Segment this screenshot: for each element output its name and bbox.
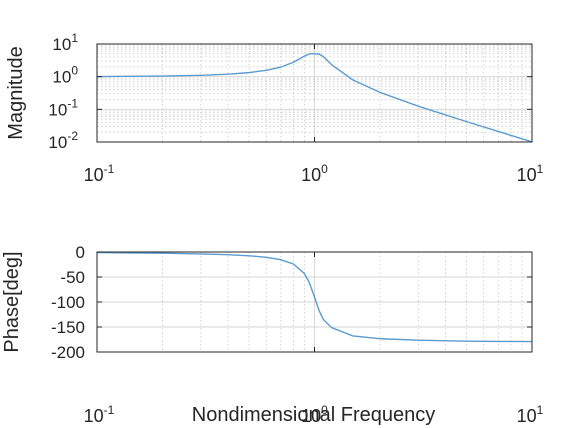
x-tick-label: 100 <box>301 162 328 185</box>
y-axis-label: Phase[deg] <box>1 251 23 352</box>
y-tick-label: 10-1 <box>48 96 78 119</box>
y-tick-label: 10-2 <box>48 129 78 152</box>
x-tick-label: 10-1 <box>84 403 115 426</box>
y-tick-label: -100 <box>51 293 85 312</box>
x-tick-label: 101 <box>517 162 544 185</box>
magnitude-curve <box>96 53 533 143</box>
x-tick-label: 101 <box>517 403 544 426</box>
y-axis-label: Magnitude <box>5 46 27 139</box>
magnitude-panel: 10-1 100 101 10-2 10-1 100 101 Magnitude <box>5 31 544 185</box>
phase-curve <box>96 251 533 343</box>
y-tick-label: 100 <box>52 64 78 87</box>
y-tick-label: -50 <box>60 268 85 287</box>
phase-panel: 10-1 100 101 0 -50 -100 -150 -200 Phase[deg] Nond… <box>1 243 544 426</box>
y-tick-label: 0 <box>76 243 85 262</box>
y-tick-label: 101 <box>52 31 78 54</box>
y-tick-label: -200 <box>51 343 85 362</box>
x-tick-label: 10-1 <box>84 162 115 185</box>
y-tick-label: -150 <box>51 318 85 337</box>
x-tick-label: 100 <box>301 403 328 426</box>
x-axis-label: Nondimensional Frequency <box>192 404 435 426</box>
